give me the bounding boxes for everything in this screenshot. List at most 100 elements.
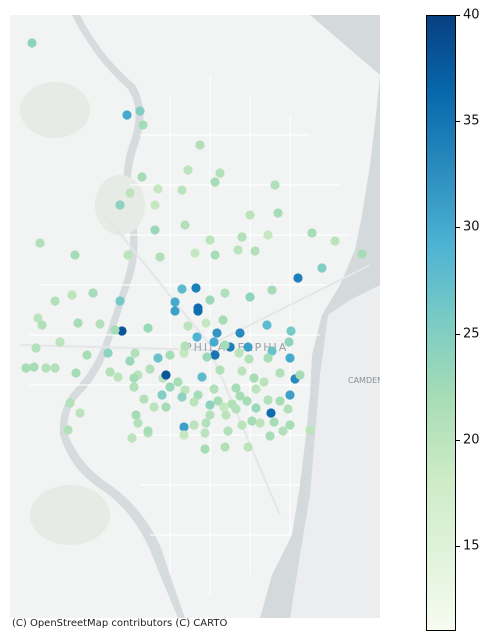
map-point [179,422,189,432]
map-point [285,353,295,363]
map-point [220,442,230,452]
map-panel[interactable]: PHILADELPHIA CAMDEN [10,15,380,618]
map-point [37,320,47,330]
colorbar-tick [456,439,460,441]
colorbar-tick-label: 20 [463,432,480,448]
map-point [209,384,219,394]
map-point [161,402,171,412]
map-point [143,426,153,436]
map-point [73,318,83,328]
map-point [117,326,127,336]
map-point [122,110,132,120]
map-point [192,332,202,342]
map-point [205,400,215,410]
colorbar-tick [456,121,460,123]
map-point [55,337,65,347]
map-point [237,420,247,430]
map-point [31,343,41,353]
map-point [50,296,60,306]
map-point [88,288,98,298]
map-point [179,430,189,440]
map-point [193,390,203,400]
map-point [330,236,340,246]
map-point [213,396,223,406]
map-point [259,377,269,387]
map-point [244,354,254,364]
map-point [305,425,315,435]
map-point [263,230,273,240]
map-point [275,396,285,406]
map-point [243,442,253,452]
map-point [180,341,190,351]
map-point [50,363,60,373]
map-point [219,402,229,412]
map-point [233,245,243,255]
colorbar-tick-label: 15 [463,538,480,554]
map-point [247,416,257,426]
map-point [161,370,171,380]
map-point [149,402,159,412]
map-point [270,180,280,190]
map-point [103,348,113,358]
map-point [249,373,259,383]
map-point [105,367,115,377]
colorbar-tick-label: 40 [463,7,480,23]
map-point [70,250,80,260]
map-point [286,326,296,336]
points-layer [21,38,367,454]
map-point [82,350,92,360]
map-point [242,396,252,406]
map-point [177,284,187,294]
map-point [127,433,137,443]
map-point [130,348,140,358]
map-point [29,362,39,372]
map-point [285,420,295,430]
map-point [65,398,75,408]
map-point [237,232,247,242]
map-point [235,328,245,338]
map-point [212,328,222,338]
map-point [129,382,139,392]
map-point [266,408,276,418]
map-point [295,370,305,380]
map-point [180,220,190,230]
map-point [293,273,303,283]
map-point [189,420,199,430]
map-point [113,372,123,382]
map-point [131,410,141,420]
map-point [189,397,199,407]
map-point [193,306,203,316]
map-point [177,185,187,195]
map-attribution: (C) OpenStreetMap contributors (C) CARTO [12,618,228,629]
map-point [218,315,228,325]
map-point [183,321,193,331]
map-point [153,353,163,363]
map-point [205,410,215,420]
map-point [202,352,212,362]
map-point [195,140,205,150]
map-point [71,368,81,378]
map-point [41,363,51,373]
map-point [155,252,165,262]
map-point [33,313,43,323]
map-point [210,177,220,187]
map-point [215,168,225,178]
map-point [197,372,207,382]
map-point [150,200,160,210]
map-point [115,200,125,210]
colorbar-ticks: 15 20 25 30 35 40 [456,8,493,631]
basemap: PHILADELPHIA CAMDEN [10,15,380,618]
map-point [191,283,201,293]
map-point [95,319,105,329]
map-point [157,390,167,400]
map-point [210,350,220,360]
map-point [209,337,219,347]
map-point [183,165,193,175]
map-point [177,392,187,402]
map-point [201,418,211,428]
map-point [243,342,253,352]
map-point [220,340,230,350]
map-point [237,366,247,376]
map-point [265,431,275,441]
colorbar-tick [456,227,460,229]
